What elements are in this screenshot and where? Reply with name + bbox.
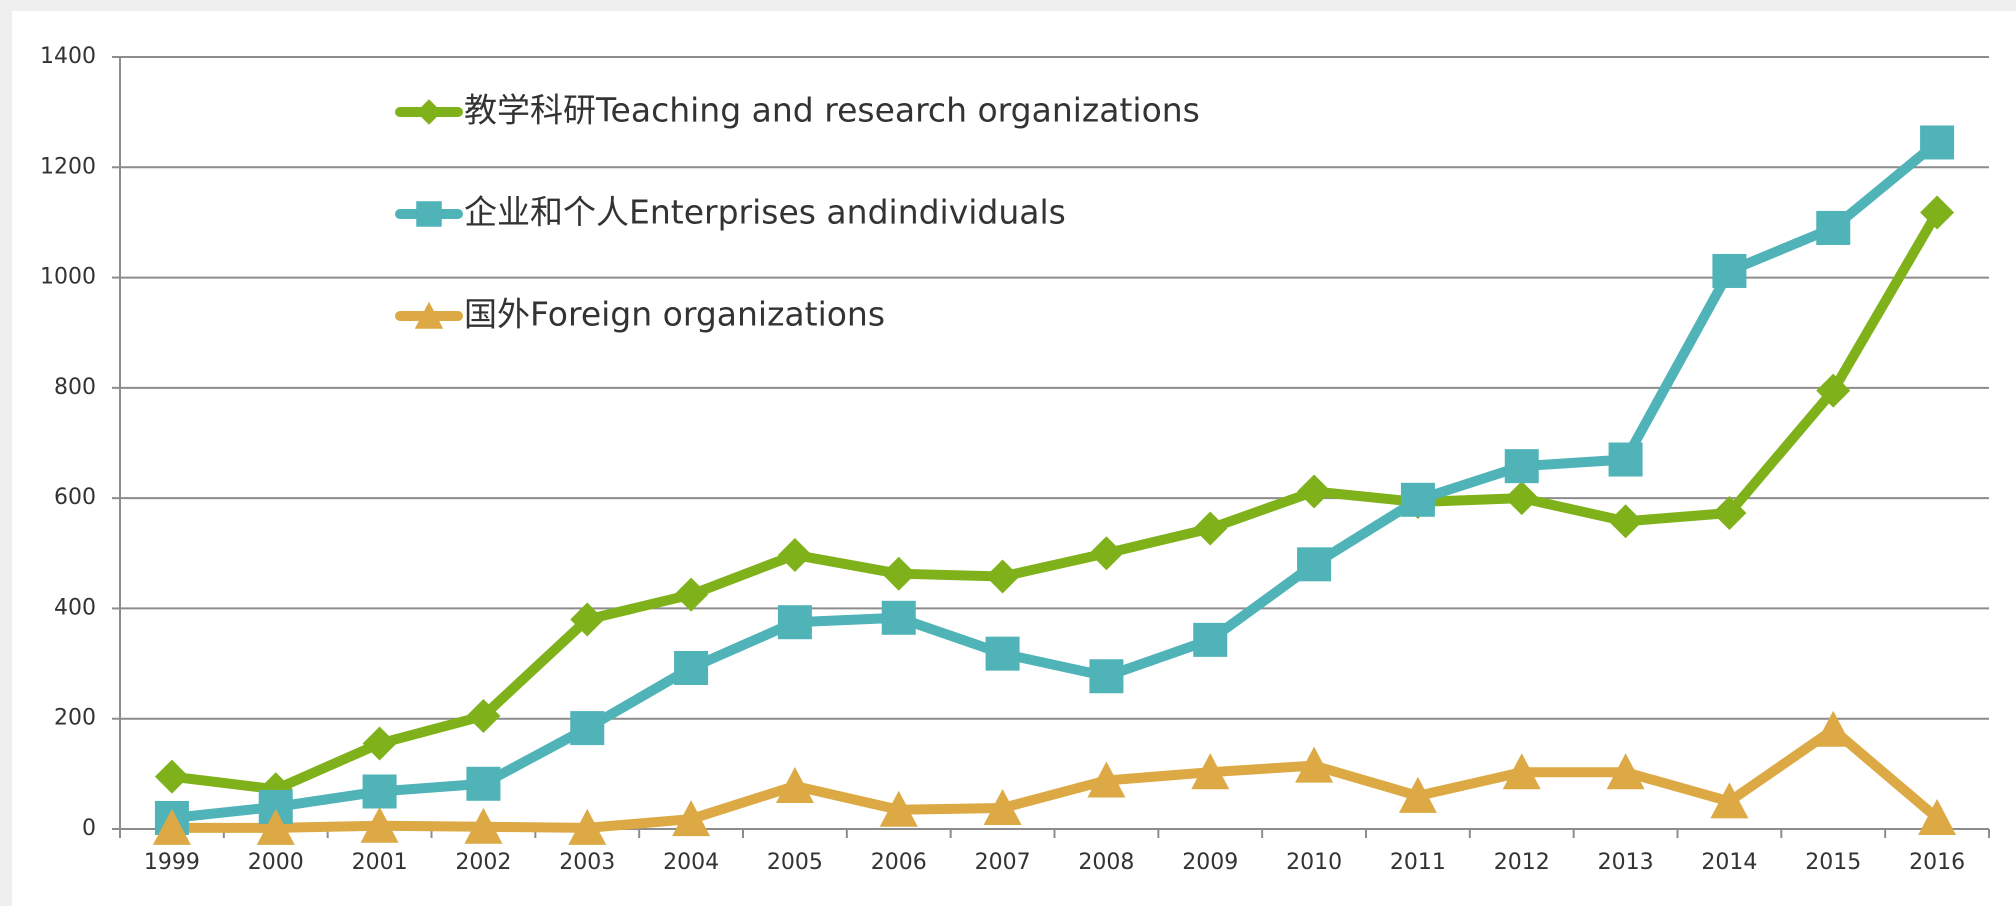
data-point (464, 807, 503, 844)
x-tick-label: 2008 (1078, 850, 1134, 875)
data-point (1918, 798, 1957, 835)
series-line (171, 138, 1941, 823)
x-tick-label: 2010 (1286, 850, 1342, 875)
x-tick-label: 2015 (1805, 850, 1861, 875)
data-point (570, 711, 605, 746)
x-tick-label: 2006 (871, 850, 927, 875)
data-point (568, 808, 607, 845)
data-point (1920, 125, 1955, 160)
y-tick-label: 200 (54, 706, 96, 731)
data-point (362, 774, 397, 809)
data-point (1400, 482, 1435, 517)
data-point (881, 556, 916, 591)
legend-label: 企业和个人Enterprises andindividuals (464, 193, 1066, 232)
x-tick-label: 2007 (975, 850, 1031, 875)
x-tick-label: 2000 (248, 850, 304, 875)
data-point (1193, 622, 1228, 657)
data-point (879, 790, 918, 827)
data-point (985, 559, 1020, 594)
legend-marker (416, 201, 442, 227)
data-point (1606, 753, 1645, 790)
x-tick-label: 2013 (1598, 850, 1654, 875)
x-tick-label: 2014 (1701, 850, 1757, 875)
y-tick-label: 400 (54, 595, 96, 620)
data-point (1712, 253, 1747, 288)
x-tick-label: 2016 (1909, 850, 1965, 875)
y-tick-label: 1400 (40, 44, 96, 69)
data-point (1710, 782, 1749, 819)
data-point (1816, 210, 1851, 245)
data-point (674, 577, 709, 612)
x-tick-label: 2004 (663, 850, 719, 875)
data-point (985, 636, 1020, 671)
series-line (171, 209, 1942, 795)
x-tick-label: 2009 (1182, 850, 1238, 875)
data-point (1191, 753, 1230, 790)
data-point (672, 800, 711, 837)
data-point (1608, 442, 1643, 477)
data-point (983, 789, 1022, 826)
legend-marker (416, 99, 442, 125)
data-point (1087, 761, 1126, 798)
data-point (881, 600, 916, 635)
y-tick-label: 600 (54, 485, 96, 510)
data-point (1295, 746, 1334, 783)
data-point (1504, 449, 1539, 484)
data-point (152, 808, 191, 845)
legend-label: 教学科研Teaching and research organizations (464, 91, 1200, 130)
data-point (1502, 753, 1541, 790)
data-point (1504, 481, 1539, 516)
data-point (360, 806, 399, 843)
data-point (1608, 504, 1643, 539)
legend-marker (414, 301, 444, 329)
data-point (1089, 659, 1124, 694)
data-point (674, 650, 709, 685)
x-tick-label: 1999 (144, 850, 200, 875)
y-tick-label: 1000 (40, 265, 96, 290)
x-tick-label: 2012 (1494, 850, 1550, 875)
y-tick-label: 0 (82, 816, 96, 841)
data-point (1089, 536, 1124, 571)
x-tick-label: 2005 (767, 850, 823, 875)
data-point (1814, 710, 1853, 747)
y-tick-label: 1200 (40, 154, 96, 179)
x-tick-label: 2002 (455, 850, 511, 875)
data-point (466, 698, 501, 733)
data-point (775, 766, 814, 803)
data-point (154, 759, 189, 794)
series-line (171, 724, 1941, 833)
data-point (1920, 195, 1955, 230)
legend-label: 国外Foreign organizations (464, 295, 885, 334)
data-point (1816, 373, 1851, 408)
data-point (777, 605, 812, 640)
x-tick-label: 2003 (559, 850, 615, 875)
data-point (1297, 474, 1332, 509)
y-tick-label: 800 (54, 375, 96, 400)
data-point (1712, 496, 1747, 531)
data-point (1398, 776, 1437, 813)
data-point (570, 602, 605, 637)
data-point (1193, 511, 1228, 546)
x-tick-label: 2011 (1390, 850, 1446, 875)
data-point (362, 726, 397, 761)
data-point (256, 808, 295, 845)
x-tick-label: 2001 (352, 850, 408, 875)
data-point (1297, 547, 1332, 582)
data-point (777, 537, 812, 572)
data-point (466, 766, 501, 801)
